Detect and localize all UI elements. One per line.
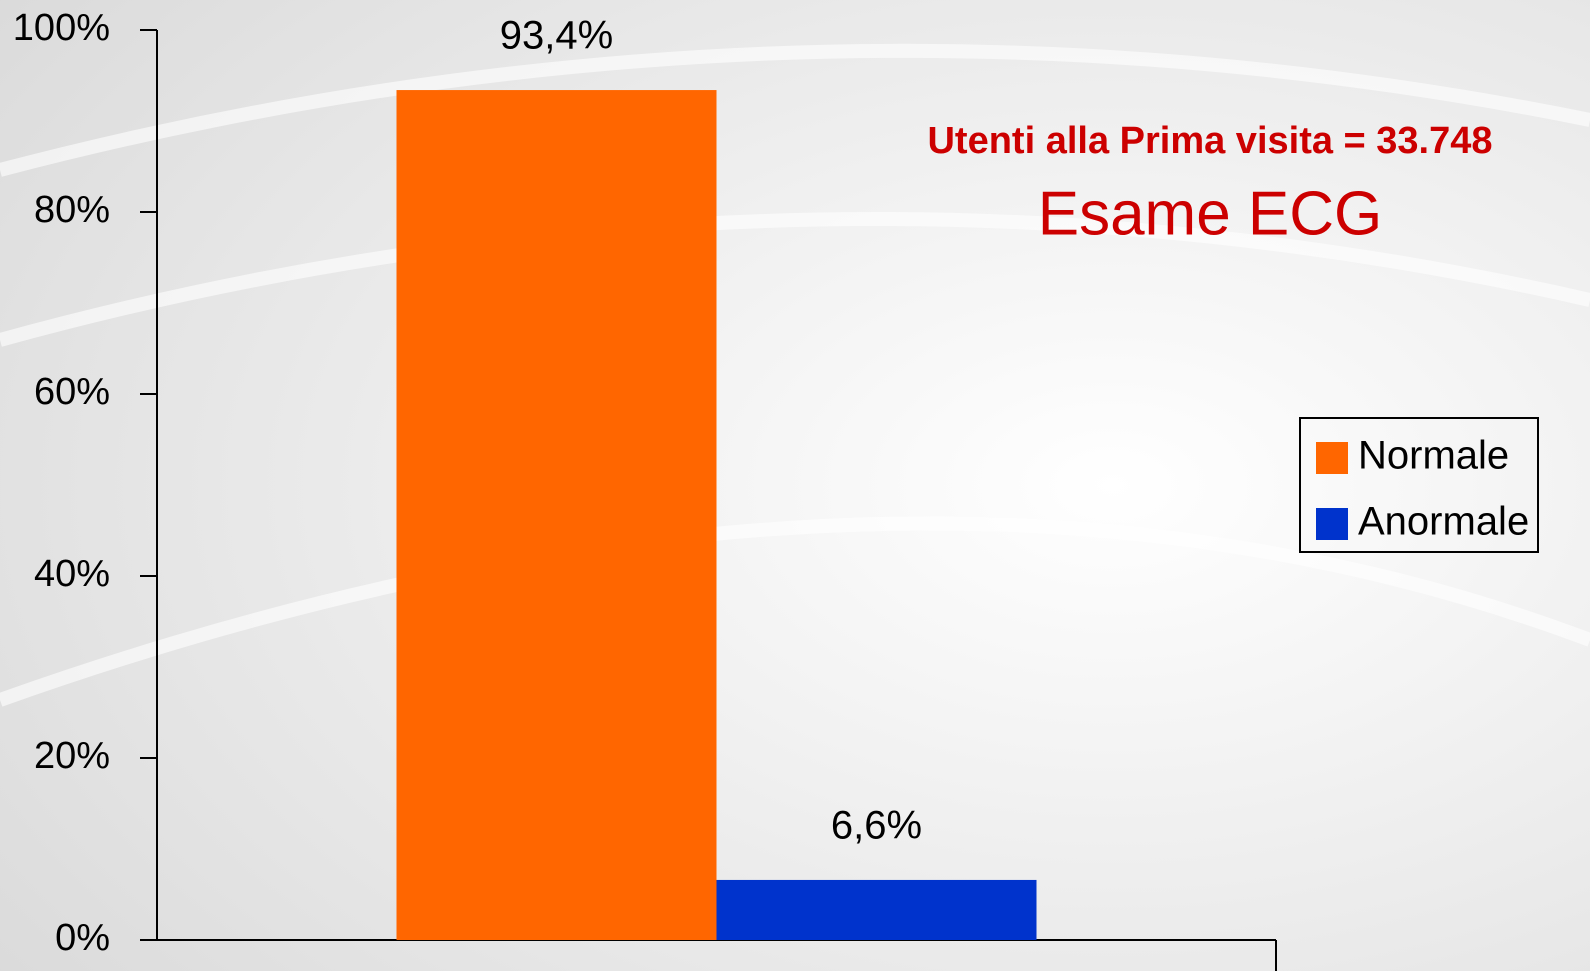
- bar: [397, 90, 717, 940]
- data-label: 93,4%: [500, 14, 613, 58]
- data-label: 6,6%: [831, 804, 922, 848]
- legend-label: Anormale: [1358, 500, 1529, 544]
- chart-title: Utenti alla Prima visita = 33.748: [927, 120, 1492, 162]
- y-tick-label: 100%: [13, 7, 110, 49]
- bar: [717, 880, 1037, 940]
- chart: Utenti alla Prima visita = 33.748 Esame …: [0, 0, 1590, 971]
- y-tick-label: 0%: [55, 917, 110, 959]
- legend-swatch: [1316, 442, 1348, 474]
- legend-label: Normale: [1358, 434, 1509, 478]
- y-tick-label: 20%: [34, 735, 110, 777]
- y-tick-label: 40%: [34, 553, 110, 595]
- y-tick-label: 80%: [34, 189, 110, 231]
- legend-swatch: [1316, 508, 1348, 540]
- chart-subtitle: Esame ECG: [1038, 179, 1383, 248]
- y-tick-label: 60%: [34, 371, 110, 413]
